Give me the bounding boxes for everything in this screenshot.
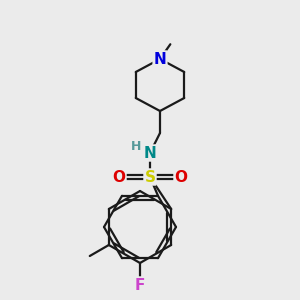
Text: N: N bbox=[154, 52, 166, 67]
Text: H: H bbox=[131, 140, 141, 154]
Text: S: S bbox=[145, 169, 155, 184]
Text: O: O bbox=[175, 169, 188, 184]
Text: N: N bbox=[144, 146, 156, 160]
Text: O: O bbox=[112, 169, 125, 184]
Text: F: F bbox=[135, 278, 145, 292]
